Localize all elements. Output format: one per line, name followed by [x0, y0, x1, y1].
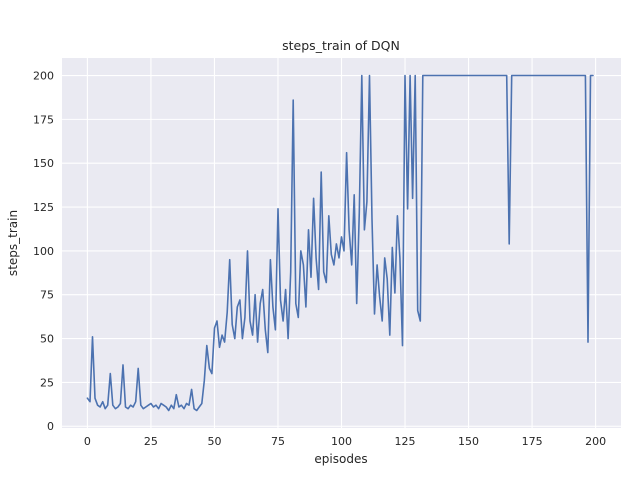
gridlines	[62, 58, 621, 428]
y-tick-labels: 0 25 50 75 100 125 150 175 200	[33, 70, 54, 434]
x-tick-label: 200	[585, 435, 606, 448]
y-tick-label: 0	[47, 420, 54, 433]
x-axis-label: episodes	[314, 452, 367, 466]
x-tick-label: 0	[84, 435, 91, 448]
y-axis-label: steps_train	[6, 210, 20, 276]
y-tick-label: 150	[33, 157, 54, 170]
line-series	[86, 74, 594, 412]
y-tick-label: 100	[33, 245, 54, 258]
x-tick-label: 125	[395, 435, 416, 448]
x-tick-label: 50	[208, 435, 222, 448]
x-tick-label: 75	[271, 435, 285, 448]
y-tick-label: 25	[40, 376, 54, 389]
x-tick-label: 150	[458, 435, 479, 448]
x-tick-label: 100	[331, 435, 352, 448]
y-tick-label: 75	[40, 289, 54, 302]
y-tick-label: 200	[33, 70, 54, 83]
y-tick-label: 125	[33, 201, 54, 214]
x-tick-label: 175	[522, 435, 543, 448]
x-tick-labels: 0 25 50 75 100 125 150 175 200	[84, 435, 606, 448]
y-tick-label: 50	[40, 333, 54, 346]
x-tick-label: 25	[144, 435, 158, 448]
chart-title: steps_train of DQN	[282, 38, 400, 53]
y-tick-label: 175	[33, 113, 54, 126]
